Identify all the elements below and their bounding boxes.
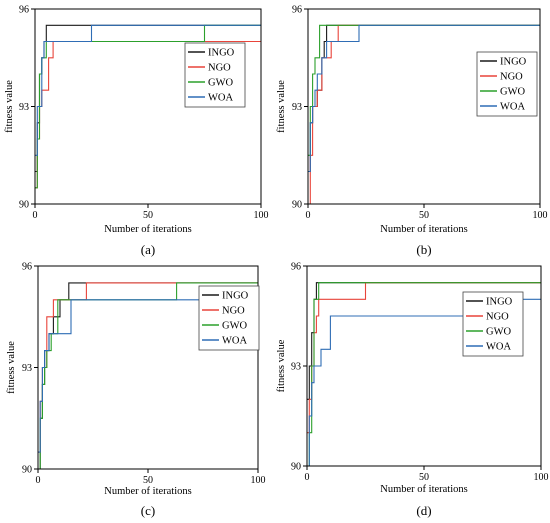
legend-label-woa: WOA [486, 342, 511, 353]
y-axis-label: fitness value [6, 341, 17, 394]
panel-caption: (b) [416, 242, 431, 257]
legend-label-ngo: NGO [500, 72, 523, 83]
x-tick-label: 100 [251, 475, 266, 486]
x-tick-label: 0 [306, 210, 311, 221]
legend: INGO NGO GWO WOA [198, 285, 260, 351]
chart-panel-d: 0 50 100 90 93 96 Number of iterations fitness … [276, 262, 549, 519]
series-line-woa [38, 299, 258, 453]
legend-label-gwo: GWO [486, 327, 511, 338]
legend-label-gwo: GWO [208, 78, 233, 89]
legend-label-ingo: INGO [222, 291, 249, 302]
x-tick-label: 0 [305, 472, 310, 483]
y-tick-label: 90 [292, 200, 302, 211]
x-tick-label: 50 [143, 475, 153, 486]
series-line-ngo [307, 282, 541, 434]
legend-label-gwo: GWO [500, 87, 525, 98]
legend-label-ngo: NGO [208, 63, 231, 74]
y-tick-label: 90 [19, 200, 29, 211]
legend: INGO NGO GWO WOA [184, 42, 246, 108]
legend-label-ingo: INGO [208, 48, 235, 59]
legend-label-woa: WOA [208, 93, 233, 104]
chart-panel-c: 0 50 100 90 93 96 Number of iterations fitness … [6, 262, 266, 519]
x-axis-label: Number of iterations [104, 486, 191, 497]
legend: INGO NGO GWO WOA [476, 51, 538, 117]
x-tick-label: 100 [534, 472, 549, 483]
y-axis-label: fitness value [276, 339, 287, 392]
legend-label-ingo: INGO [486, 297, 513, 308]
x-axis-label: Number of iterations [104, 224, 191, 235]
chart-panel-a: 0 50 100 90 93 96 Number of iterations fitness … [4, 5, 269, 258]
y-tick-label: 93 [291, 362, 301, 373]
x-tick-label: 0 [36, 475, 41, 486]
legend-label-ngo: NGO [486, 312, 509, 323]
chart-panel-b: 0 50 100 90 93 96 Number of iterations fitness … [276, 5, 548, 258]
x-tick-label: 50 [419, 210, 429, 221]
legend-label-woa: WOA [222, 336, 247, 347]
y-tick-label: 93 [19, 102, 29, 113]
x-tick-label: 100 [533, 210, 548, 221]
x-axis-label: Number of iterations [380, 224, 467, 235]
y-tick-label: 96 [292, 5, 302, 16]
y-tick-label: 90 [22, 465, 32, 476]
panel-caption: (d) [416, 503, 431, 518]
series-line-woa [308, 24, 540, 173]
x-axis-label: Number of iterations [380, 484, 467, 495]
y-axis-label: fitness value [4, 80, 15, 133]
y-tick-label: 96 [22, 262, 32, 273]
y-tick-label: 96 [19, 5, 29, 16]
y-axis-label: fitness value [276, 80, 287, 133]
y-tick-label: 93 [292, 102, 302, 113]
legend-label-ngo: NGO [222, 306, 245, 317]
y-tick-label: 96 [291, 262, 301, 273]
x-tick-label: 50 [143, 210, 153, 221]
x-tick-label: 0 [33, 210, 38, 221]
x-tick-label: 100 [254, 210, 269, 221]
legend-label-woa: WOA [500, 102, 525, 113]
panel-caption: (a) [141, 242, 155, 257]
legend-label-ingo: INGO [500, 57, 527, 68]
x-tick-label: 50 [419, 472, 429, 483]
legend: INGO NGO GWO WOA [462, 291, 524, 357]
y-tick-label: 93 [22, 363, 32, 374]
series-line-woa [35, 24, 261, 156]
legend-label-gwo: GWO [222, 321, 247, 332]
y-tick-label: 90 [291, 462, 301, 473]
panel-caption: (c) [141, 503, 155, 518]
